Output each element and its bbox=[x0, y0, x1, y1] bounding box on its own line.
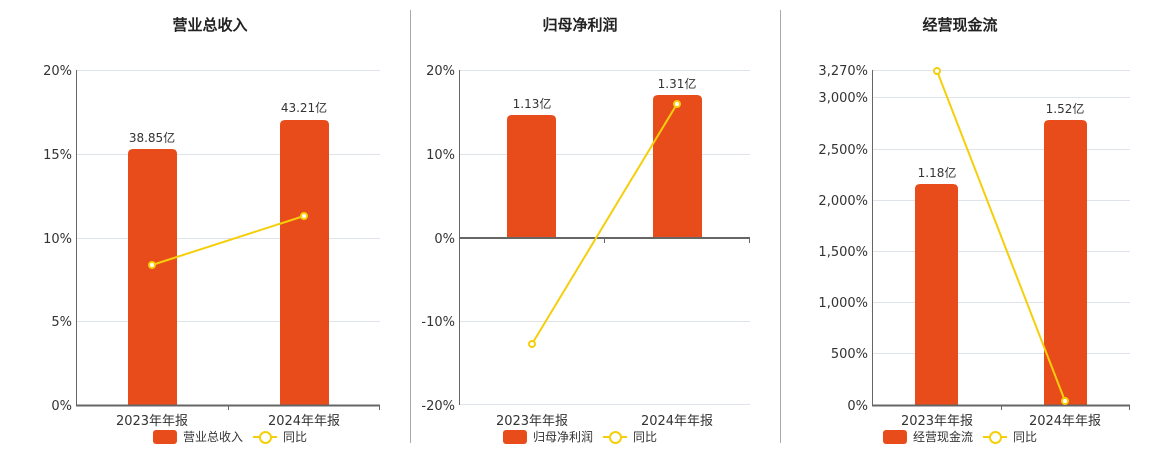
y-axis-labels: 20% 15% 10% 5% 0% bbox=[43, 64, 72, 414]
svg-text:2023年年报: 2023年年报 bbox=[116, 414, 188, 429]
bar[interactable] bbox=[128, 149, 177, 405]
svg-text:43.21亿: 43.21亿 bbox=[281, 100, 327, 115]
chart-legend: 归母净利润 同比 bbox=[502, 428, 658, 445]
bar-value-labels: 1.13亿 1.31亿 bbox=[513, 76, 697, 111]
bar-value-labels: 38.85亿 43.21亿 bbox=[129, 100, 327, 145]
y-axis-labels: 3,270% 3,000% 2,500% 2,000% 1,500% 1,000… bbox=[818, 64, 868, 414]
chart-title: 经营现金流 bbox=[922, 16, 998, 34]
x-axis-labels: 2023年年报 2024年年报 bbox=[116, 414, 340, 429]
chart-legend: 经营现金流 同比 bbox=[882, 428, 1038, 445]
legend-line-swatch[interactable] bbox=[603, 430, 627, 444]
chart-plot: 20% 10% 0% -10% -20% 1.13亿 1.31亿 2023年年报… bbox=[421, 64, 750, 429]
legend-bar-label[interactable]: 营业总收入 bbox=[182, 430, 243, 444]
svg-text:1,500%: 1,500% bbox=[818, 245, 868, 260]
svg-text:2023年年报: 2023年年报 bbox=[901, 414, 973, 429]
bar[interactable] bbox=[915, 184, 958, 405]
panel-separator bbox=[780, 10, 781, 443]
svg-text:3,270%: 3,270% bbox=[818, 64, 868, 79]
legend-bar-label[interactable]: 经营现金流 bbox=[912, 430, 973, 444]
svg-text:-20%: -20% bbox=[421, 399, 455, 414]
svg-text:1.31亿: 1.31亿 bbox=[658, 76, 697, 91]
grid-lines bbox=[872, 70, 1130, 354]
svg-text:3,000%: 3,000% bbox=[818, 91, 868, 106]
svg-text:2023年年报: 2023年年报 bbox=[496, 414, 568, 429]
legend-line-label[interactable]: 同比 bbox=[1013, 430, 1038, 444]
svg-text:1.13亿: 1.13亿 bbox=[513, 96, 552, 111]
chart-plot: 20% 15% 10% 5% 0% 38.85亿 43.21亿 2023年年报 … bbox=[43, 64, 380, 429]
bar[interactable] bbox=[280, 120, 329, 405]
chart-legend: 营业总收入 同比 bbox=[152, 428, 308, 445]
svg-text:20%: 20% bbox=[43, 64, 72, 79]
yoy-line[interactable] bbox=[933, 67, 1069, 405]
grid-lines bbox=[76, 70, 380, 322]
svg-text:38.85亿: 38.85亿 bbox=[129, 130, 175, 145]
svg-text:2,500%: 2,500% bbox=[818, 143, 868, 158]
svg-text:0%: 0% bbox=[434, 232, 455, 247]
svg-text:2,000%: 2,000% bbox=[818, 194, 868, 209]
svg-text:0%: 0% bbox=[847, 399, 868, 414]
svg-text:1.52亿: 1.52亿 bbox=[1046, 101, 1085, 116]
chart-panel-net-profit: 归母净利润 20% 10% 0% -10% -20% 1.13亿 1.31亿 2… bbox=[421, 16, 750, 445]
legend-line-swatch[interactable] bbox=[983, 430, 1007, 444]
legend-line-label[interactable]: 同比 bbox=[283, 430, 308, 444]
svg-text:0%: 0% bbox=[51, 399, 72, 414]
svg-text:2024年年报: 2024年年报 bbox=[1029, 414, 1101, 429]
svg-text:-10%: -10% bbox=[421, 315, 455, 330]
svg-text:10%: 10% bbox=[43, 232, 72, 247]
svg-text:10%: 10% bbox=[426, 148, 455, 163]
yoy-line[interactable] bbox=[528, 100, 681, 348]
legend-bar-label[interactable]: 归母净利润 bbox=[532, 430, 593, 444]
chart-title: 归母净利润 bbox=[542, 16, 618, 34]
chart-title: 营业总收入 bbox=[172, 16, 248, 34]
legend-bar-swatch[interactable] bbox=[502, 429, 527, 444]
legend-bar-swatch[interactable] bbox=[882, 429, 907, 444]
svg-text:2024年年报: 2024年年报 bbox=[268, 414, 340, 429]
svg-text:15%: 15% bbox=[43, 148, 72, 163]
panel-separator bbox=[410, 10, 411, 443]
svg-text:2024年年报: 2024年年报 bbox=[641, 414, 713, 429]
chart-panel-revenue: 营业总收入 20% 15% 10% 5% 0% 38.85亿 43.21亿 20… bbox=[0, 0, 400, 450]
legend-line-swatch[interactable] bbox=[253, 430, 277, 444]
svg-text:500%: 500% bbox=[831, 347, 868, 362]
bar[interactable] bbox=[507, 115, 556, 238]
legend-line-label[interactable]: 同比 bbox=[633, 430, 658, 444]
bar[interactable] bbox=[1044, 120, 1087, 405]
legend-bar-swatch[interactable] bbox=[152, 429, 177, 444]
svg-text:5%: 5% bbox=[51, 315, 72, 330]
bar-value-labels: 1.18亿 1.52亿 bbox=[918, 101, 1085, 180]
x-axis-labels: 2023年年报 2024年年报 bbox=[901, 414, 1101, 429]
svg-text:1,000%: 1,000% bbox=[818, 296, 868, 311]
y-axis-labels: 20% 10% 0% -10% -20% bbox=[421, 64, 455, 414]
svg-text:1.18亿: 1.18亿 bbox=[918, 165, 957, 180]
x-axis-labels: 2023年年报 2024年年报 bbox=[496, 414, 713, 429]
yoy-line[interactable] bbox=[148, 212, 308, 269]
bar[interactable] bbox=[653, 95, 702, 238]
svg-text:20%: 20% bbox=[426, 64, 455, 79]
